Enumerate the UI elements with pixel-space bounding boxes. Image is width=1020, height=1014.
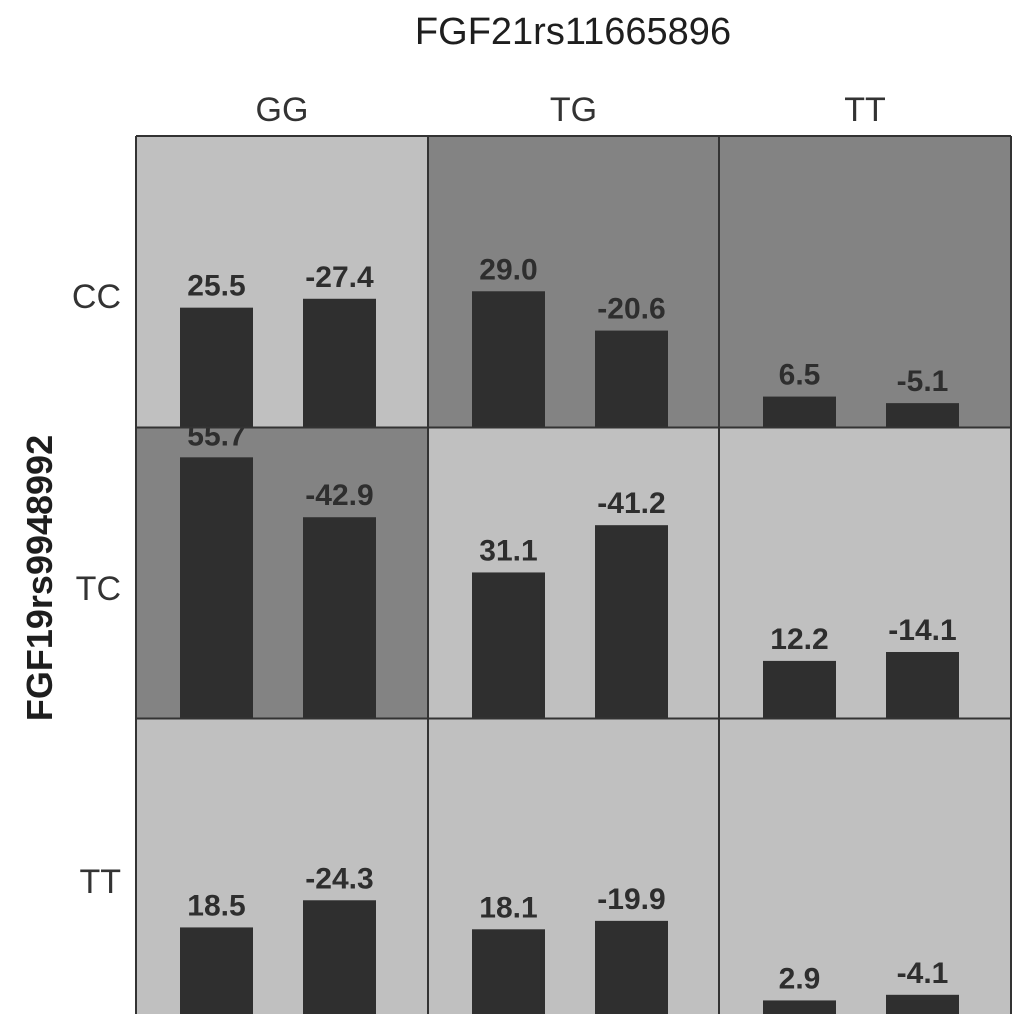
bar xyxy=(303,298,376,427)
column-labels: GG TG TT xyxy=(256,91,886,129)
bar xyxy=(595,525,668,718)
bar xyxy=(886,994,959,1014)
column-label: TG xyxy=(550,91,597,129)
chart-title: FGF21rs11665896 xyxy=(415,11,731,53)
bar-value-label: -5.1 xyxy=(897,365,949,398)
cell-tc-gg xyxy=(136,428,428,718)
bar-value-label: 18.1 xyxy=(479,891,537,924)
cell-cc-tg xyxy=(428,136,719,427)
bar xyxy=(303,900,376,1014)
bar-value-label: -19.9 xyxy=(597,883,665,916)
row-labels: CC TC TT xyxy=(72,278,121,901)
bar xyxy=(180,307,253,427)
row-label: TT xyxy=(79,863,121,901)
bar xyxy=(595,920,668,1014)
bar xyxy=(763,1000,836,1014)
bar xyxy=(180,927,253,1014)
cell-cc-tt xyxy=(719,136,1011,427)
cell-tc-tt xyxy=(719,428,1011,718)
cell-tt-tg xyxy=(428,719,719,1014)
grid-lines xyxy=(135,135,1012,1014)
cell-backgrounds xyxy=(136,136,1011,1014)
bar xyxy=(886,652,959,718)
bar-value-label: 12.2 xyxy=(770,623,828,656)
bar-value-label: 31.1 xyxy=(479,534,537,567)
bar-value-label: 25.5 xyxy=(187,270,245,303)
bar-marks: 25.5 -27.4 29.0 -20.6 6.5 -5.1 55.7 -42.9 31.1 -4… xyxy=(180,253,959,1014)
bar-value-label: 2.9 xyxy=(779,962,821,995)
row-label: TC xyxy=(76,570,121,608)
bar-value-label: 55.7 xyxy=(187,419,245,452)
y-axis-title: FGF19rs9948992 xyxy=(19,435,60,721)
bar-value-label: -14.1 xyxy=(888,614,956,647)
bar-value-label: 6.5 xyxy=(779,359,821,392)
bar xyxy=(763,396,836,427)
cell-tt-gg xyxy=(136,719,428,1014)
bar-value-label: -42.9 xyxy=(305,479,373,512)
cell-tt-tt xyxy=(719,719,1011,1014)
cell-tc-tg xyxy=(428,428,719,718)
bar xyxy=(180,457,253,718)
bar xyxy=(472,929,545,1014)
bar xyxy=(763,660,836,718)
column-label: GG xyxy=(256,91,309,129)
bar xyxy=(472,291,545,427)
bar-value-label: -20.6 xyxy=(597,293,665,326)
bar-value-label: -27.4 xyxy=(305,261,374,294)
column-label: TT xyxy=(844,91,886,129)
bar-value-label: 29.0 xyxy=(479,253,537,286)
bar-value-label: -41.2 xyxy=(597,487,665,520)
bar-value-label: 18.5 xyxy=(187,889,245,922)
bar xyxy=(472,572,545,718)
bar xyxy=(886,403,959,427)
row-label: CC xyxy=(72,278,121,316)
cell-cc-gg xyxy=(136,136,428,427)
bar xyxy=(595,330,668,427)
bar-value-label: -4.1 xyxy=(897,957,949,990)
bar-value-label: -24.3 xyxy=(305,862,373,895)
bar xyxy=(303,517,376,718)
